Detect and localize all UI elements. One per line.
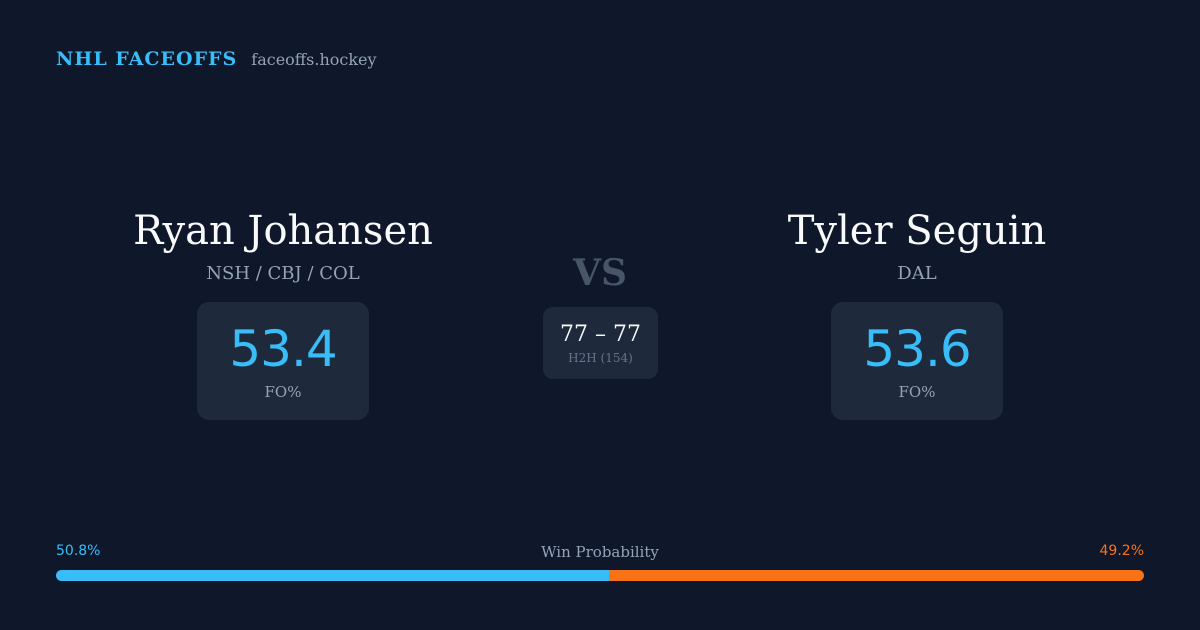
win-probability-right-value: 49.2% (1099, 543, 1144, 559)
player-left-fo-label: FO% (264, 383, 302, 401)
win-probability-header: 50.8% Win Probability 49.2% (56, 543, 1144, 563)
brand-title[interactable]: NHL FACEOFFS (56, 48, 238, 70)
player-right-fo-label: FO% (898, 383, 936, 401)
player-left: Ryan Johansen NSH / CBJ / COL 53.4 FO% (63, 206, 503, 420)
h2h-score: 77 – 77 (560, 321, 641, 347)
h2h-card: 77 – 77 H2H (154) (543, 307, 658, 379)
header: NHL FACEOFFS faceoffs.hockey (56, 48, 377, 70)
player-right-name: Tyler Seguin (787, 208, 1047, 254)
vs-label: VS (573, 252, 627, 294)
player-right-teams: DAL (897, 263, 937, 284)
win-probability-bar (56, 570, 1144, 581)
player-right-fo-value: 53.6 (863, 320, 971, 378)
win-probability-title: Win Probability (541, 543, 659, 561)
site-domain[interactable]: faceoffs.hockey (251, 50, 377, 69)
player-left-fo-card: 53.4 FO% (197, 302, 369, 420)
player-right-fo-card: 53.6 FO% (831, 302, 1003, 420)
player-left-fo-value: 53.4 (229, 320, 337, 378)
win-probability-right-fill (608, 570, 1144, 581)
h2h-label: H2H (154) (568, 350, 633, 365)
player-left-teams: NSH / CBJ / COL (206, 263, 360, 284)
win-probability-left-fill (56, 570, 609, 581)
player-right: Tyler Seguin DAL 53.6 FO% (697, 206, 1137, 420)
player-left-name: Ryan Johansen (133, 208, 433, 254)
win-probability-left-value: 50.8% (56, 543, 101, 559)
